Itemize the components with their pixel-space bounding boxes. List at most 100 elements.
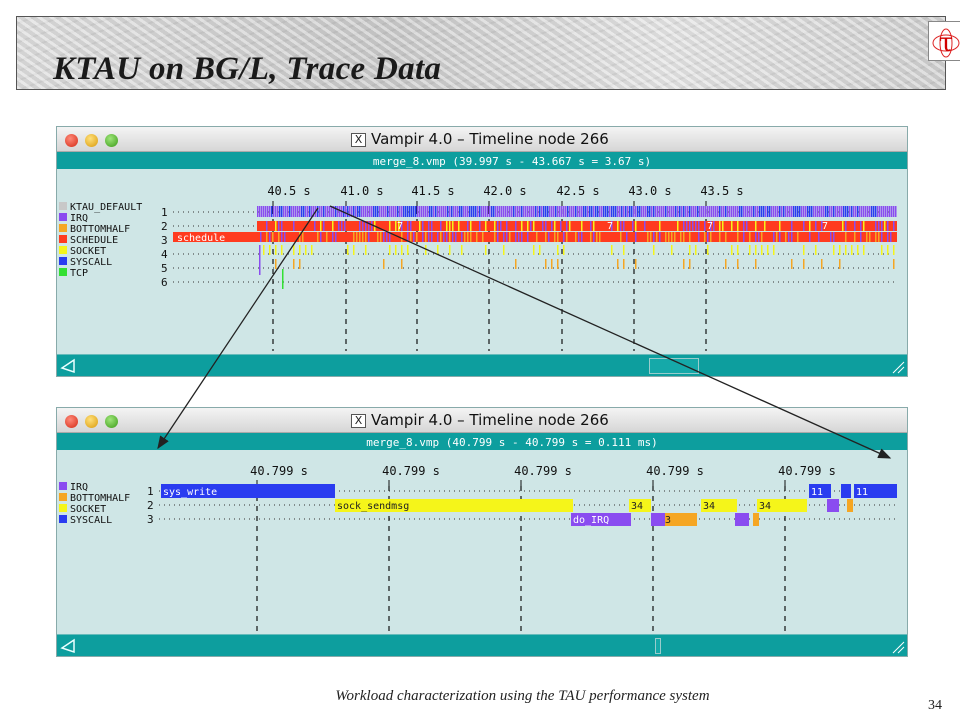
event-bar [830, 232, 832, 242]
legend-label: BOTTOMHALF [70, 493, 130, 504]
irq-bar [733, 206, 735, 217]
event-bar [887, 221, 889, 231]
irq-bar [547, 206, 549, 217]
minimize-icon[interactable] [85, 415, 98, 428]
irq-bar [373, 206, 375, 217]
window-titlebar[interactable]: X Vampir 4.0 – Timeline node 266 [57, 408, 907, 433]
event-bar [317, 232, 319, 242]
irq-bar [737, 206, 739, 217]
irq-bar [461, 206, 463, 217]
irq-bar [687, 206, 689, 217]
scroll-thumb[interactable] [649, 358, 699, 374]
socket-bar [695, 245, 697, 255]
socket-bar [833, 245, 835, 255]
irq-bar [465, 206, 467, 217]
irq-bar [745, 206, 747, 217]
irq-bar [557, 206, 559, 217]
event-bar [566, 232, 568, 242]
irq-bar [341, 206, 343, 217]
event-bar [362, 232, 364, 242]
legend-swatch [59, 213, 67, 221]
scroll-left-icon[interactable] [59, 358, 77, 374]
irq-bar [363, 206, 365, 217]
event-bar [686, 221, 688, 231]
event-bar [881, 232, 883, 242]
irq-bar [423, 206, 425, 217]
irq-bar [867, 206, 869, 217]
irq-bar [659, 206, 661, 217]
event-bar [509, 232, 511, 242]
irq-bar [649, 206, 651, 217]
zoom-icon[interactable] [105, 415, 118, 428]
legend-swatch [59, 268, 67, 276]
x-tick-label: 43.5 s [700, 184, 743, 198]
irq-bar [411, 206, 413, 217]
vampir-window-overview[interactable]: X Vampir 4.0 – Timeline node 266 merge_8… [56, 126, 908, 377]
event-bar [578, 232, 580, 242]
irq-bar [327, 206, 329, 217]
irq-bar [863, 206, 865, 217]
irq-bar [885, 206, 887, 217]
irq-bar [605, 206, 607, 217]
irq-bar [645, 206, 647, 217]
horizontal-scrollbar[interactable] [57, 634, 907, 656]
event-bar [530, 221, 532, 231]
socket-bar [563, 245, 565, 255]
event-bar [299, 232, 301, 242]
irq-bar [531, 206, 533, 217]
vampir-window-zoomed[interactable]: X Vampir 4.0 – Timeline node 266 merge_8… [56, 407, 908, 657]
event-bar [518, 232, 520, 242]
scroll-left-icon[interactable] [59, 638, 77, 654]
count-label: 3 [665, 515, 671, 526]
irq-bar [763, 206, 765, 217]
irq-bar [433, 206, 435, 217]
event-bar [710, 232, 712, 242]
event-bar [791, 221, 793, 231]
event-bar [722, 221, 724, 231]
irq-bar [379, 206, 381, 217]
close-icon[interactable] [65, 415, 78, 428]
event-bar [878, 221, 880, 231]
socket-bar [347, 245, 349, 255]
irq-bar [265, 206, 267, 217]
irq-bar [685, 206, 687, 217]
irq-bar [819, 206, 821, 217]
irq-bar [537, 206, 539, 217]
do-irq-label: do_IRQ [573, 515, 609, 526]
zoom-icon[interactable] [105, 134, 118, 147]
resize-grip-icon[interactable] [889, 358, 905, 374]
event-bar [428, 221, 430, 231]
minimize-icon[interactable] [85, 134, 98, 147]
socket-bar [623, 245, 625, 255]
irq-bar [505, 206, 507, 217]
timeline-plot[interactable]: KTAU_DEFAULTIRQBOTTOMHALFSCHEDULESOCKETS… [57, 169, 908, 356]
event-bar [443, 232, 445, 242]
event-bar [410, 221, 412, 231]
resize-grip-icon[interactable] [889, 638, 905, 654]
socket-bar [767, 245, 769, 255]
event-bar [413, 232, 415, 242]
event-bar [515, 232, 517, 242]
event-bar [521, 221, 523, 231]
scroll-thumb[interactable] [655, 638, 661, 654]
irq-bar [425, 206, 427, 217]
window-titlebar[interactable]: X Vampir 4.0 – Timeline node 266 [57, 127, 907, 152]
bottomhalf-bar [617, 259, 619, 269]
irq-bar [569, 206, 571, 217]
bottomhalf-bar [551, 259, 553, 269]
socket-bar [533, 245, 535, 255]
event-bar [860, 232, 862, 242]
x-tick-label: 40.799 s [514, 464, 572, 478]
event-bar [320, 221, 322, 231]
irq-bar [517, 206, 519, 217]
close-icon[interactable] [65, 134, 78, 147]
irq-bar [263, 206, 265, 217]
irq-bar [673, 206, 675, 217]
irq-bar [511, 206, 513, 217]
irq-bar [823, 206, 825, 217]
irq-bar [671, 206, 673, 217]
event-bar [620, 221, 622, 231]
socket-bar [503, 245, 505, 255]
horizontal-scrollbar[interactable] [57, 354, 907, 376]
